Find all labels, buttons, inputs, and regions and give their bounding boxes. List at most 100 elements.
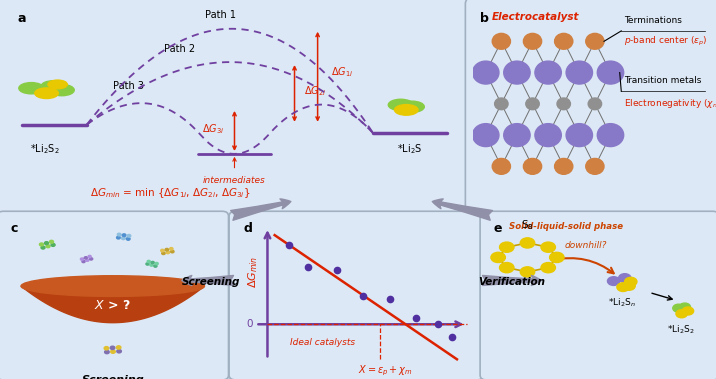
Text: Path 1: Path 1 (205, 11, 236, 20)
Circle shape (504, 61, 530, 84)
Text: a: a (17, 12, 26, 25)
Text: Energy criteria: Energy criteria (188, 215, 281, 225)
Circle shape (500, 263, 514, 273)
Text: Electronegativity ($\chi_m$): Electronegativity ($\chi_m$) (624, 97, 716, 110)
Circle shape (521, 267, 535, 277)
Circle shape (41, 246, 45, 249)
Circle shape (607, 277, 620, 285)
Circle shape (395, 105, 418, 115)
Circle shape (49, 240, 54, 243)
Circle shape (597, 61, 624, 84)
FancyBboxPatch shape (229, 211, 483, 379)
Circle shape (679, 303, 690, 311)
Circle shape (48, 80, 67, 89)
Circle shape (117, 233, 121, 236)
Circle shape (126, 238, 130, 240)
Text: Path 3: Path 3 (113, 81, 144, 91)
Circle shape (673, 304, 684, 312)
Circle shape (491, 252, 505, 263)
Circle shape (117, 346, 121, 349)
Text: $X = \epsilon_p + \chi_m$: $X = \epsilon_p + \chi_m$ (357, 364, 412, 379)
Circle shape (154, 265, 157, 267)
Circle shape (170, 247, 173, 250)
Circle shape (49, 85, 74, 96)
FancyBboxPatch shape (465, 0, 716, 218)
Circle shape (473, 124, 499, 147)
Circle shape (111, 350, 115, 353)
Circle shape (150, 264, 153, 266)
Circle shape (541, 242, 556, 252)
Circle shape (617, 283, 629, 291)
Text: downhill?: downhill? (565, 241, 607, 250)
Circle shape (676, 310, 687, 318)
Text: Verification: Verification (478, 277, 546, 287)
Text: Solid-liquid-solid phase: Solid-liquid-solid phase (510, 222, 624, 232)
Circle shape (566, 61, 593, 84)
Text: Electronic descriptor: Electronic descriptor (527, 215, 658, 225)
Text: $X$ > ?: $X$ > ? (95, 299, 131, 312)
Circle shape (122, 234, 126, 236)
Circle shape (535, 124, 561, 147)
Text: Screening: Screening (82, 375, 144, 379)
FancyBboxPatch shape (480, 211, 716, 379)
Circle shape (500, 242, 514, 252)
Circle shape (82, 260, 85, 263)
Text: $\Delta G_{min}$ = min {$\Delta G_{1i}$, $\Delta G_{2i}$, $\Delta G_{3i}$}: $\Delta G_{min}$ = min {$\Delta G_{1i}$,… (90, 186, 250, 200)
Circle shape (88, 255, 91, 258)
Circle shape (147, 260, 150, 263)
Circle shape (110, 346, 115, 349)
Text: Transition metals: Transition metals (624, 77, 701, 85)
Polygon shape (21, 286, 205, 323)
Text: Ideal catalysts: Ideal catalysts (290, 338, 355, 347)
Circle shape (162, 252, 165, 255)
Circle shape (146, 263, 149, 265)
Text: $\Delta G_{3i}$: $\Delta G_{3i}$ (202, 122, 225, 136)
Circle shape (84, 257, 87, 259)
Circle shape (523, 33, 541, 49)
Text: S$_8$: S$_8$ (521, 218, 534, 232)
Circle shape (624, 277, 637, 286)
Circle shape (473, 61, 499, 84)
Circle shape (122, 237, 125, 240)
Text: 0: 0 (246, 319, 253, 329)
Circle shape (127, 235, 131, 237)
Circle shape (623, 282, 635, 290)
Text: b: b (480, 12, 488, 25)
Circle shape (117, 349, 121, 353)
Circle shape (555, 158, 573, 174)
Circle shape (51, 243, 55, 246)
Circle shape (550, 252, 564, 263)
Circle shape (151, 262, 154, 264)
Circle shape (39, 243, 44, 246)
Circle shape (492, 33, 511, 49)
Circle shape (80, 258, 84, 260)
Text: $*$Li$_2$S$_n$: $*$Li$_2$S$_n$ (609, 296, 636, 309)
Text: $*$Li$_2$S: $*$Li$_2$S (397, 142, 422, 156)
Circle shape (105, 346, 109, 350)
Circle shape (588, 98, 601, 110)
Text: Electrocatalyst: Electrocatalyst (492, 12, 579, 22)
Circle shape (619, 274, 631, 282)
Text: e: e (493, 222, 502, 235)
Circle shape (166, 251, 170, 254)
Circle shape (165, 248, 168, 251)
Circle shape (19, 83, 44, 94)
Circle shape (160, 249, 164, 252)
Text: Terminations: Terminations (624, 16, 682, 25)
Circle shape (526, 98, 539, 110)
Circle shape (105, 350, 109, 354)
Ellipse shape (21, 276, 205, 296)
Text: $p$-band center ($\epsilon_p$): $p$-band center ($\epsilon_p$) (624, 35, 707, 48)
Circle shape (504, 124, 530, 147)
Circle shape (46, 245, 50, 248)
Text: $\Delta G_{1i}$: $\Delta G_{1i}$ (332, 66, 354, 80)
Circle shape (400, 101, 425, 113)
FancyBboxPatch shape (0, 0, 479, 218)
Circle shape (35, 88, 58, 99)
Circle shape (90, 258, 92, 260)
Circle shape (117, 236, 120, 239)
Circle shape (586, 33, 604, 49)
Circle shape (521, 238, 535, 248)
Text: Screening: Screening (182, 277, 241, 287)
Circle shape (597, 124, 624, 147)
